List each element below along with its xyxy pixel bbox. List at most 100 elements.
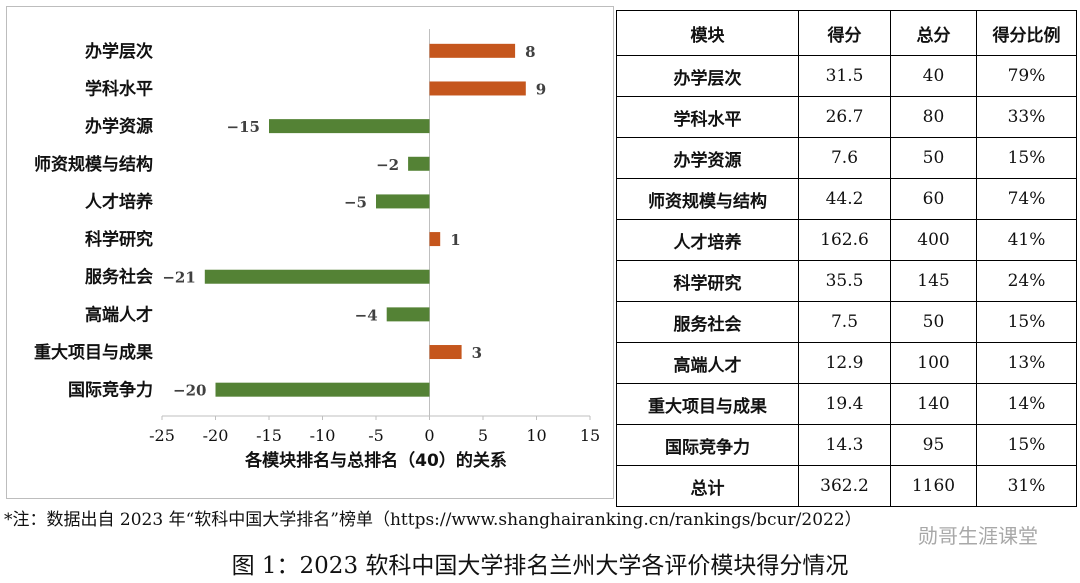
module-cell: 服务社会 (616, 301, 799, 343)
table-row: 国际竞争力 14.3 95 15% (616, 424, 1077, 466)
data-label: 1 (450, 231, 460, 249)
category-label: 服务社会 (85, 267, 153, 288)
x-tick-label: 15 (580, 426, 600, 445)
value-cell: 35.5 (798, 260, 891, 302)
x-tick-label: -25 (149, 426, 175, 445)
module-cell: 国际竞争力 (616, 424, 799, 466)
value-cell: 79% (976, 55, 1077, 97)
data-label: −2 (376, 156, 399, 174)
x-tick-label: -5 (368, 426, 384, 445)
x-tick-label: 0 (424, 426, 434, 445)
table-row: 服务社会 7.5 50 15% (616, 301, 1077, 343)
bar (386, 307, 430, 322)
value-cell: 41% (976, 219, 1077, 261)
value-cell: 7.6 (798, 137, 891, 179)
value-cell: 13% (976, 342, 1077, 384)
bar (215, 382, 430, 397)
value-cell: 100 (890, 342, 977, 384)
value-cell: 80 (890, 96, 977, 138)
value-cell: 14% (976, 383, 1077, 425)
value-cell: 40 (890, 55, 977, 97)
data-label: −20 (173, 382, 206, 400)
chart-svg: 办学层次 8 学科水平 9 办学资源 −15 师资规模与结构 −2 人才培养 −5 科学研究 1 服务社… (34, 29, 600, 471)
category-label: 办学层次 (85, 41, 153, 62)
bar (204, 269, 430, 284)
bar (429, 345, 462, 360)
module-cell: 总计 (616, 465, 799, 507)
category-label: 办学资源 (85, 116, 153, 137)
table-row: 学科水平 26.7 80 33% (616, 96, 1077, 138)
table-row: 师资规模与结构 44.2 60 74% (616, 178, 1077, 220)
module-cell: 人才培养 (616, 219, 799, 261)
table-row: 办学层次 31.5 40 79% (616, 55, 1077, 97)
module-cell: 高端人才 (616, 342, 799, 384)
x-tick-label: -20 (203, 426, 229, 445)
bar (429, 232, 441, 247)
table-row: 总计 362.2 1160 31% (616, 465, 1077, 507)
x-tick-label: -10 (310, 426, 336, 445)
value-cell: 31.5 (798, 55, 891, 97)
table-row: 人才培养 162.6 400 41% (616, 219, 1077, 261)
score-table: 模块 得分 总分 得分比例 办学层次 31.5 40 79% 学科水平 26.7 80 33% 办学资… (616, 10, 1077, 507)
figure-caption: 图 1：2023 软科中国大学排名兰州大学各评价模块得分情况 (231, 553, 849, 579)
module-cell: 办学资源 (616, 137, 799, 179)
bar (376, 194, 430, 209)
category-label: 学科水平 (85, 78, 153, 99)
table-header-row: 模块 得分 总分 得分比例 (616, 10, 1077, 56)
bar (429, 81, 526, 96)
value-cell: 12.9 (798, 342, 891, 384)
value-cell: 50 (890, 301, 977, 343)
x-tick-label: 5 (478, 426, 488, 445)
module-cell: 科学研究 (616, 260, 799, 302)
value-cell: 50 (890, 137, 977, 179)
value-cell: 44.2 (798, 178, 891, 220)
category-label: 高端人才 (85, 304, 153, 325)
ranking-difference-chart: 办学层次 8 学科水平 9 办学资源 −15 师资规模与结构 −2 人才培养 −5 科学研究 1 服务社… (6, 6, 614, 499)
value-cell: 95 (890, 424, 977, 466)
value-cell: 140 (890, 383, 977, 425)
value-cell: 15% (976, 301, 1077, 343)
value-cell: 362.2 (798, 465, 891, 507)
value-cell: 7.5 (798, 301, 891, 343)
value-cell: 14.3 (798, 424, 891, 466)
category-label: 师资规模与结构 (34, 154, 153, 175)
value-cell: 60 (890, 178, 977, 220)
table-row: 重大项目与成果 19.4 140 14% (616, 383, 1077, 425)
data-label: −5 (344, 193, 367, 211)
data-label: 9 (536, 80, 546, 98)
category-label: 国际竞争力 (68, 380, 153, 401)
table-body: 办学层次 31.5 40 79% 学科水平 26.7 80 33% 办学资源 7.6 50 15% 师资… (616, 55, 1077, 507)
value-cell: 1160 (890, 465, 977, 507)
x-tick-label: -15 (256, 426, 282, 445)
column-header: 得分比例 (976, 10, 1077, 56)
value-cell: 15% (976, 424, 1077, 466)
category-label: 重大项目与成果 (34, 342, 153, 363)
module-cell: 重大项目与成果 (616, 383, 799, 425)
column-header: 总分 (890, 10, 977, 56)
data-label: −21 (162, 269, 195, 287)
value-cell: 145 (890, 260, 977, 302)
value-cell: 19.4 (798, 383, 891, 425)
category-label: 科学研究 (85, 229, 153, 250)
value-cell: 24% (976, 260, 1077, 302)
watermark-text: 勋哥生涯课堂 (918, 524, 1038, 548)
module-cell: 办学层次 (616, 55, 799, 97)
table-row: 高端人才 12.9 100 13% (616, 342, 1077, 384)
value-cell: 400 (890, 219, 977, 261)
table-row: 办学资源 7.6 50 15% (616, 137, 1077, 179)
value-cell: 15% (976, 137, 1077, 179)
value-cell: 26.7 (798, 96, 891, 138)
column-header: 得分 (798, 10, 891, 56)
bar (429, 43, 516, 58)
value-cell: 162.6 (798, 219, 891, 261)
module-cell: 学科水平 (616, 96, 799, 138)
x-tick-label: 10 (526, 426, 546, 445)
module-cell: 师资规模与结构 (616, 178, 799, 220)
column-header: 模块 (616, 10, 799, 56)
value-cell: 33% (976, 96, 1077, 138)
source-note: *注：数据出自 2023 年“软科中国大学排名”榜单（https://www.s… (4, 510, 862, 530)
table-row: 科学研究 35.5 145 24% (616, 260, 1077, 302)
data-label: −15 (227, 118, 260, 136)
data-label: 8 (525, 43, 535, 61)
